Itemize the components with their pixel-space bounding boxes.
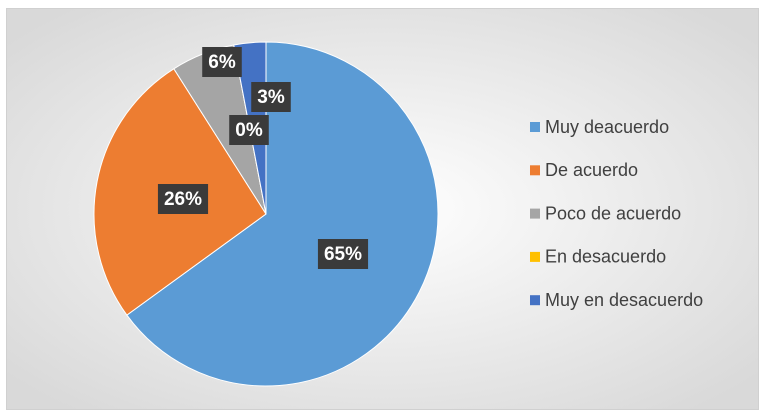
pie-slice [126,41,439,387]
legend-swatch [530,122,540,132]
legend-label: Muy deacuerdo [545,117,669,137]
data-label-box [251,82,291,112]
data-label: 6% [208,52,236,73]
data-label-box [229,115,269,145]
legend-label: Poco de acuerdo [545,203,681,223]
data-label-box [157,184,209,214]
legend-label: En desacuerdo [545,247,666,267]
legend-swatch [530,295,540,306]
data-label: 3% [257,87,285,108]
legend-swatch [530,251,540,262]
data-label: 26% [164,189,202,210]
data-label: 0% [235,120,263,141]
legend-label: De acuerdo [545,160,638,180]
legend-swatch [530,165,540,176]
legend-label: Muy en desacuerdo [545,290,703,310]
data-label-box [317,239,369,269]
legend-swatch [530,208,540,219]
data-label: 65% [324,244,362,265]
data-label-box [202,47,242,77]
